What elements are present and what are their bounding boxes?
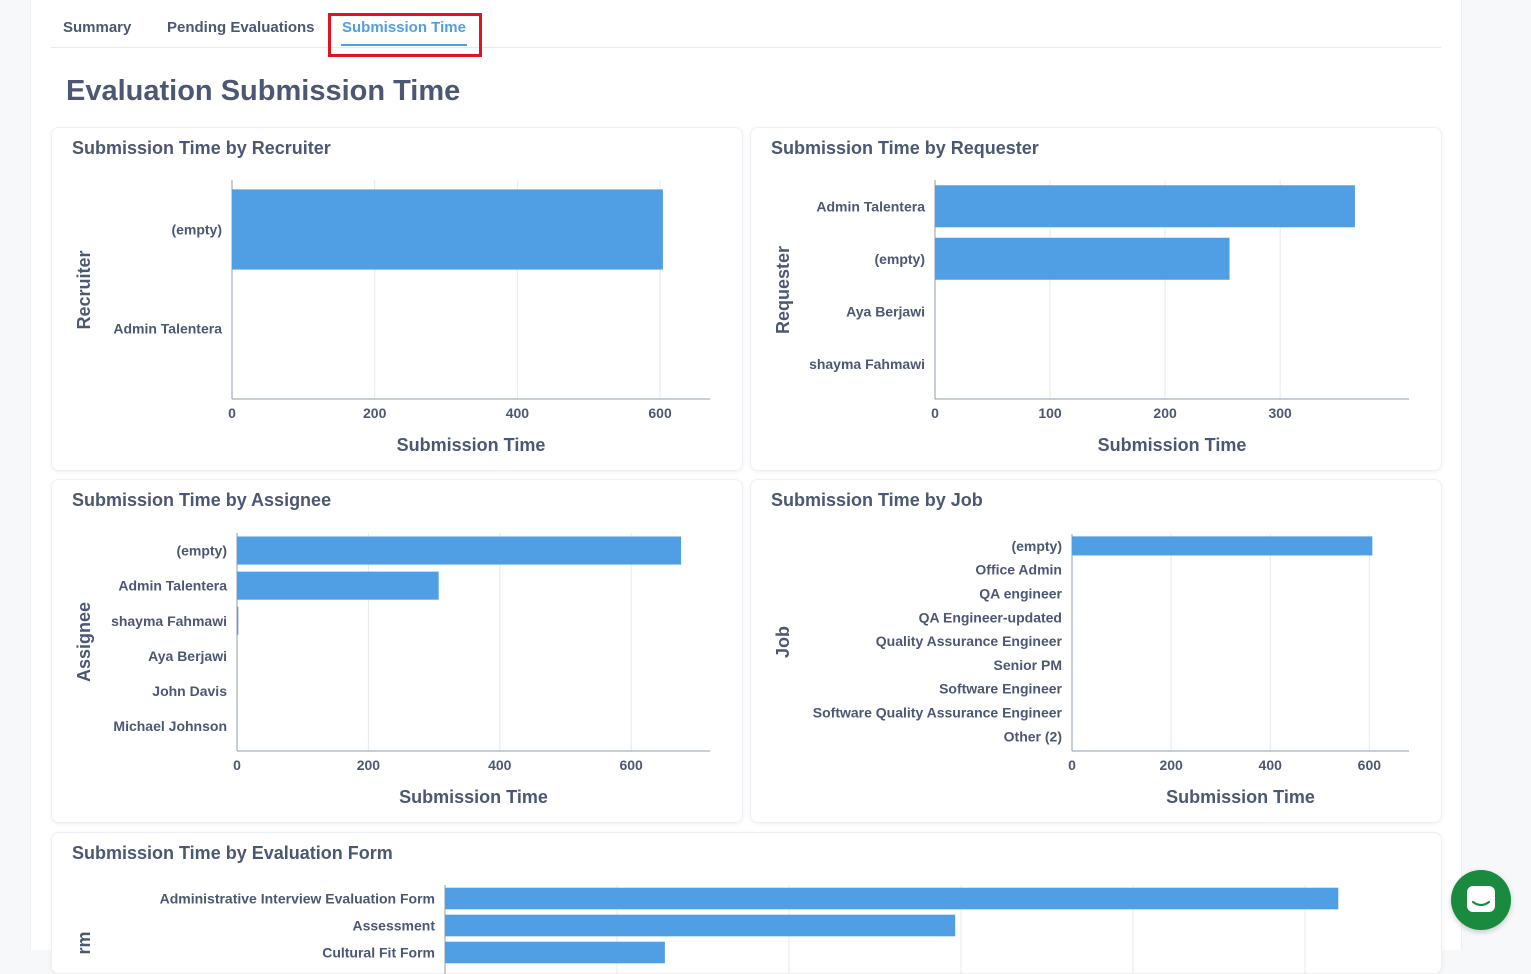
category-label: Aya Berjawi xyxy=(846,303,925,319)
chat-bubble-icon xyxy=(1467,886,1495,912)
card-assignee: Submission Time by Assignee 0 200 400 600 (e… xyxy=(51,479,743,823)
y-axis-title: Requester xyxy=(773,246,793,334)
category-label: shayma Fahmawi xyxy=(809,356,925,372)
report-page: Summary Pending Evaluations Submission T… xyxy=(30,0,1462,974)
x-axis-title: Submission Time xyxy=(397,435,546,455)
requester-chart: 0 100 200 300 Admin Talentera (empty) Aya Berj… xyxy=(773,180,1409,455)
x-tick-label: 600 xyxy=(648,405,672,421)
category-label: Michael Johnson xyxy=(113,718,227,734)
category-label: Senior PM xyxy=(994,657,1062,673)
x-axis-title: Submission Time xyxy=(1166,787,1315,807)
category-label: John Davis xyxy=(152,683,227,699)
category-label: Admin Talentera xyxy=(816,198,925,214)
assignee-chart: 0 200 400 600 (empty) Admin Talentera shayma F… xyxy=(74,533,710,807)
x-tick-label: 0 xyxy=(233,757,241,773)
bar xyxy=(237,536,682,565)
card-evaluation-form: Submission Time by Evaluation Form Admin… xyxy=(51,832,1442,974)
category-label: Other (2) xyxy=(1004,728,1062,744)
x-axis-title: Submission Time xyxy=(399,787,548,807)
bar xyxy=(935,237,1230,280)
bar xyxy=(237,571,439,600)
category-label: Admin Talentera xyxy=(118,578,227,594)
x-tick-label: 0 xyxy=(1068,757,1076,773)
y-axis-title: rm xyxy=(74,931,94,954)
y-axis-title: Recruiter xyxy=(74,250,94,329)
tab-pending-evaluations[interactable]: Pending Evaluations xyxy=(167,19,315,36)
category-label: Quality Assurance Engineer xyxy=(876,633,1063,649)
tab-submission-time[interactable]: Submission Time xyxy=(342,19,466,36)
category-label: Software Quality Assurance Engineer xyxy=(813,705,1063,721)
category-label: Assessment xyxy=(353,918,436,934)
category-label: Office Admin xyxy=(975,562,1062,578)
bar xyxy=(445,941,665,964)
card-recruiter: Submission Time by Recruiter 0 200 400 600 (… xyxy=(51,127,743,471)
highlight-annotation-box xyxy=(328,13,482,57)
recruiter-chart: 0 200 400 600 (empty) Admin Talentera Submissi… xyxy=(74,180,710,455)
x-tick-label: 600 xyxy=(1358,757,1382,773)
category-label: Software Engineer xyxy=(939,681,1062,697)
category-label: Admin Talentera xyxy=(113,321,222,337)
card-requester: Submission Time by Requester 0 100 200 300 A… xyxy=(750,127,1442,471)
category-label: QA engineer xyxy=(979,586,1062,602)
evaluation-form-chart: Administrative Interview Evaluation Form… xyxy=(74,885,1339,974)
category-label: QA Engineer-updated xyxy=(919,609,1062,625)
x-tick-label: 200 xyxy=(357,757,381,773)
category-label: Aya Berjawi xyxy=(148,648,227,664)
tab-bar: Summary Pending Evaluations Submission T… xyxy=(51,0,1441,48)
x-tick-label: 200 xyxy=(1153,405,1177,421)
bar xyxy=(232,189,663,270)
category-label: Administrative Interview Evaluation Form xyxy=(160,891,435,907)
category-label: (empty) xyxy=(176,543,227,559)
x-tick-label: 0 xyxy=(931,405,939,421)
card-title: Submission Time by Assignee xyxy=(72,490,332,510)
card-title: Submission Time by Recruiter xyxy=(72,138,331,158)
card-title: Submission Time by Job xyxy=(771,490,983,510)
x-tick-label: 300 xyxy=(1268,405,1292,421)
category-label: (empty) xyxy=(1011,538,1062,554)
bar xyxy=(445,887,1339,910)
bar xyxy=(935,185,1355,228)
active-tab-indicator xyxy=(341,44,467,46)
x-tick-label: 100 xyxy=(1038,405,1062,421)
x-tick-label: 400 xyxy=(1259,757,1283,773)
x-tick-label: 600 xyxy=(619,757,643,773)
x-tick-label: 0 xyxy=(228,405,236,421)
y-axis-title: Assignee xyxy=(74,602,94,682)
chat-launcher-button[interactable] xyxy=(1451,870,1511,930)
category-label: Cultural Fit Form xyxy=(322,945,435,961)
x-tick-label: 400 xyxy=(506,405,530,421)
job-chart: 0 200 400 600 (empty) Office Admin QA engineer… xyxy=(773,534,1409,807)
category-label: shayma Fahmawi xyxy=(111,613,227,629)
card-title: Submission Time by Evaluation Form xyxy=(72,843,393,863)
y-axis-title: Job xyxy=(773,626,793,658)
bar xyxy=(1072,536,1373,556)
bar xyxy=(445,914,956,937)
x-tick-label: 200 xyxy=(363,405,387,421)
card-job: Submission Time by Job 0 200 400 600 (empty)… xyxy=(750,479,1442,823)
card-title: Submission Time by Requester xyxy=(771,138,1039,158)
x-tick-label: 400 xyxy=(488,757,512,773)
page-title: Evaluation Submission Time xyxy=(66,75,461,107)
category-label: (empty) xyxy=(171,222,222,238)
tab-summary[interactable]: Summary xyxy=(63,19,132,36)
x-tick-label: 200 xyxy=(1159,757,1183,773)
category-label: (empty) xyxy=(874,251,925,267)
bar xyxy=(237,606,239,635)
x-axis-title: Submission Time xyxy=(1098,435,1247,455)
